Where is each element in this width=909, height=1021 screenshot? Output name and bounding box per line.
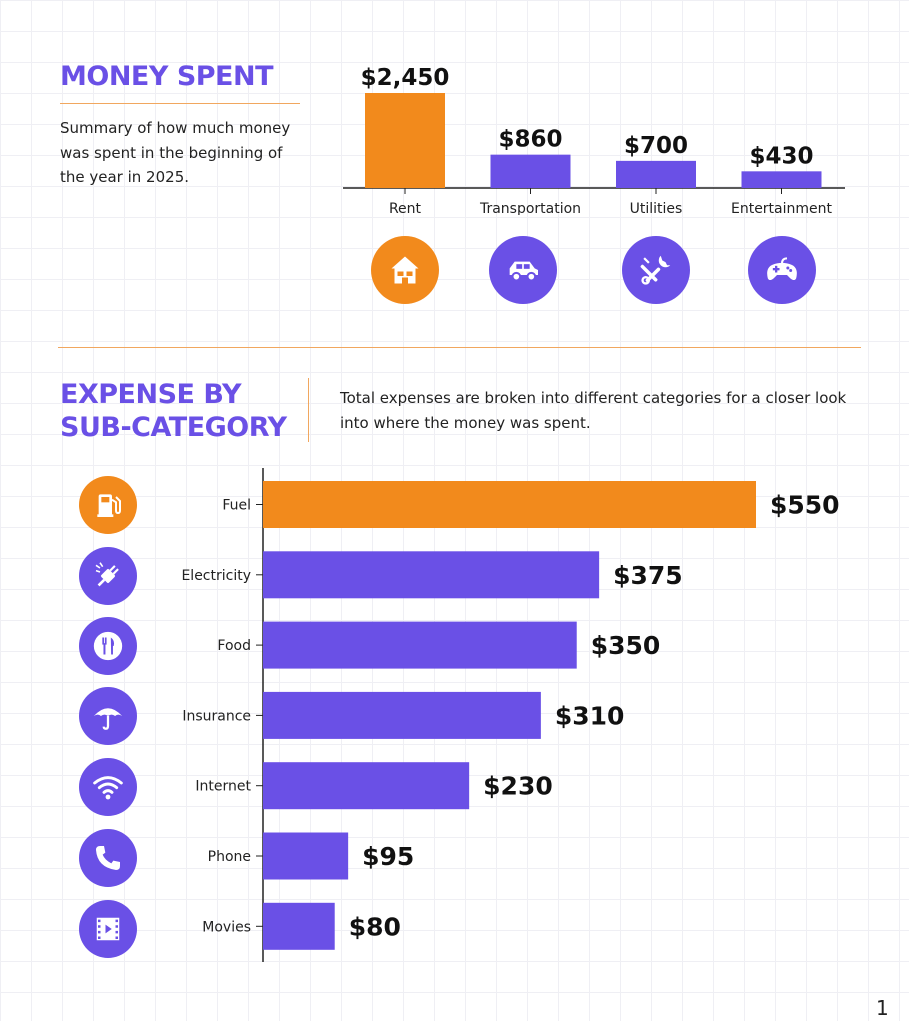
bar-fuel	[263, 481, 756, 528]
page-number: 1	[876, 996, 889, 1020]
value-label-food: $350	[591, 631, 661, 660]
bar-transportation	[490, 154, 571, 188]
value-label-transportation: $860	[498, 127, 562, 153]
house-icon	[371, 236, 439, 304]
title-vertical-divider	[308, 378, 309, 442]
section-divider	[58, 347, 861, 348]
gamepad-icon	[748, 236, 816, 304]
expense-title-line-2: SUB-CATEGORY	[60, 412, 287, 443]
expense-title-line-1: EXPENSE BY	[60, 379, 242, 410]
y-tick-label-internet: Internet	[195, 779, 251, 795]
bar-utilities	[616, 160, 696, 188]
y-tick-label-movies: Movies	[202, 919, 251, 935]
bar-internet	[263, 762, 470, 810]
money-spent-title: MONEY SPENT	[60, 61, 274, 92]
value-label-movies: $80	[349, 912, 401, 941]
y-tick-label-phone: Phone	[208, 849, 251, 865]
top-bar-chart: $2,450 Rent $860 Transportation $700 Utilitie…	[343, 65, 845, 215]
value-label-fuel: $550	[770, 491, 840, 520]
value-label-internet: $230	[483, 772, 553, 801]
bar-insurance	[263, 691, 541, 739]
y-tick-label-fuel: Fuel	[222, 498, 251, 514]
value-label-rent: $2,450	[361, 65, 450, 91]
y-tick-label-food: Food	[217, 638, 251, 654]
car-icon	[489, 236, 557, 304]
utensils-icon	[79, 617, 137, 675]
wifi-icon	[79, 758, 137, 816]
title-divider	[60, 103, 300, 104]
x-tick-label-utilities: Utilities	[630, 201, 683, 215]
value-label-entertainment: $430	[749, 143, 813, 169]
umbrella-icon	[79, 687, 137, 745]
bar-entertainment	[741, 171, 822, 188]
x-tick-label-transportation: Transportation	[479, 201, 581, 215]
value-label-utilities: $700	[624, 133, 688, 159]
value-label-electricity: $375	[613, 561, 683, 590]
expense-section-title: EXPENSE BY SUB-CATEGORY	[60, 378, 287, 444]
bar-phone	[263, 832, 349, 880]
plug-icon	[79, 547, 137, 605]
expense-section-description: Total expenses are broken into different…	[340, 389, 847, 432]
bar-rent	[365, 93, 445, 188]
x-tick-label-rent: Rent	[389, 201, 422, 215]
bar-movies	[263, 902, 335, 950]
bar-electricity	[263, 551, 600, 599]
tools-icon	[622, 236, 690, 304]
phone-icon	[79, 829, 137, 887]
bar-food	[263, 621, 577, 669]
y-tick-label-electricity: Electricity	[181, 568, 251, 584]
film-icon	[79, 900, 137, 958]
fuel-pump-icon	[79, 476, 137, 534]
value-label-phone: $95	[362, 842, 414, 871]
money-spent-description: Summary of how much money was spent in t…	[60, 119, 291, 186]
sub-category-bar-chart: $550 Fuel $375 Electricity $350 Food $310 Insur…	[181, 468, 840, 962]
y-tick-label-insurance: Insurance	[182, 708, 251, 724]
value-label-insurance: $310	[555, 701, 625, 730]
x-tick-label-entertainment: Entertainment	[731, 201, 833, 215]
